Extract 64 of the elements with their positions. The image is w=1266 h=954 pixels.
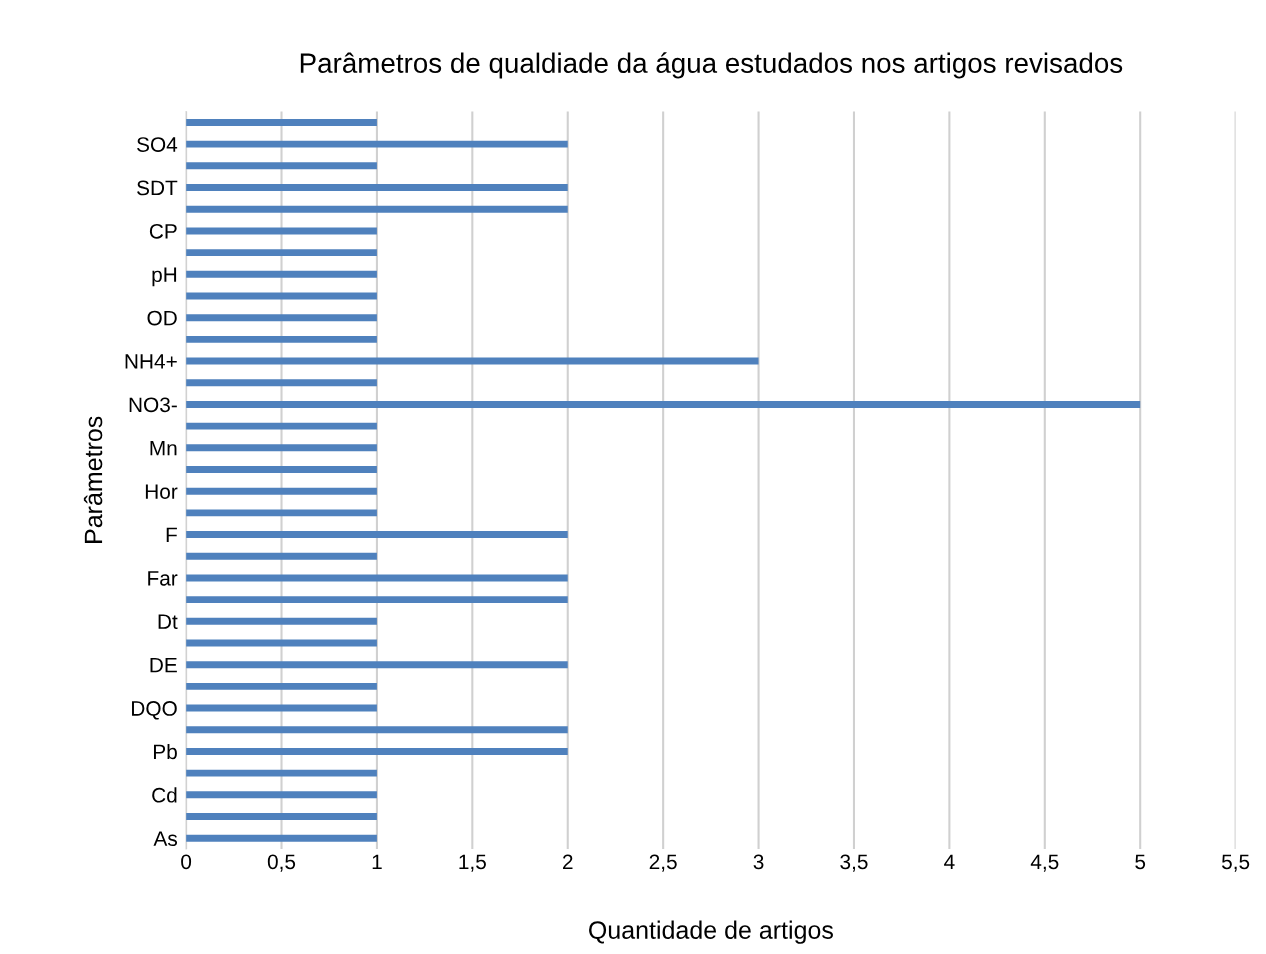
y-tick-label: NH4+ — [125, 354, 177, 369]
bar — [186, 509, 377, 517]
bar — [186, 531, 568, 539]
bar — [186, 249, 377, 257]
bar — [186, 682, 377, 690]
bar — [186, 834, 377, 842]
bar — [186, 617, 377, 625]
bar — [186, 769, 377, 777]
y-tick-label: Cd — [152, 787, 177, 803]
y-tick-label: CP — [149, 223, 177, 239]
x-tick-label: 4 — [944, 854, 955, 870]
y-tick-label: Hor — [145, 484, 178, 499]
x-tick-label: 0 — [181, 854, 192, 870]
y-tick-label: DE — [150, 657, 177, 673]
chart-title: Parâmetros de qualdiade da água estudados nos artigos revisados — [300, 52, 1123, 79]
bar — [186, 227, 377, 235]
bar — [186, 596, 568, 604]
bar — [186, 726, 568, 734]
bar — [186, 118, 377, 126]
y-tick-label: DQO — [132, 701, 177, 720]
y-tick-label: OD — [147, 310, 177, 326]
x-tick-label: 3,5 — [840, 854, 868, 872]
bar — [186, 140, 568, 148]
bar — [186, 574, 568, 582]
y-tick-label: Mn — [150, 441, 177, 456]
x-tick-label: 1,5 — [459, 854, 486, 872]
bar — [186, 466, 377, 473]
bar — [186, 487, 377, 495]
x-tick-label: 5,5 — [1221, 854, 1250, 872]
x-axis-title: Quantidade de artigos — [589, 920, 833, 944]
bar — [186, 357, 759, 365]
bar — [186, 552, 377, 560]
bar — [186, 184, 568, 191]
x-tick-label: 4,5 — [1030, 854, 1059, 872]
y-tick-label: F — [166, 527, 177, 543]
y-tick-label: Dt — [158, 614, 178, 630]
bar — [186, 444, 377, 452]
bar — [186, 747, 568, 755]
x-tick-label: 5 — [1135, 854, 1146, 870]
bar — [186, 335, 377, 343]
y-tick-label: As — [153, 831, 178, 846]
y-axis-title: Parâmetros — [83, 416, 103, 543]
y-tick-label: SO4 — [137, 137, 178, 152]
bar — [186, 270, 377, 278]
y-tick-label: Pb — [154, 743, 177, 760]
y-tick-label: pH — [152, 267, 177, 287]
bar — [186, 813, 377, 820]
x-tick-label: 1 — [372, 854, 382, 870]
x-tick-label: 2 — [563, 854, 573, 870]
bar — [186, 422, 377, 430]
bar — [186, 791, 377, 799]
x-tick-label: 0,5 — [267, 854, 296, 872]
x-tick-label: 2,5 — [649, 854, 677, 872]
bar — [186, 379, 377, 387]
bar — [186, 704, 377, 712]
bar — [186, 400, 1141, 408]
bar — [186, 314, 377, 322]
bar — [186, 162, 377, 170]
bar — [186, 205, 568, 213]
y-tick-label: Far — [148, 571, 178, 586]
y-tick-label: SDT — [137, 180, 178, 196]
x-tick-label: 3 — [753, 854, 764, 870]
bar — [186, 661, 568, 669]
y-tick-label: NO3- — [129, 397, 177, 413]
